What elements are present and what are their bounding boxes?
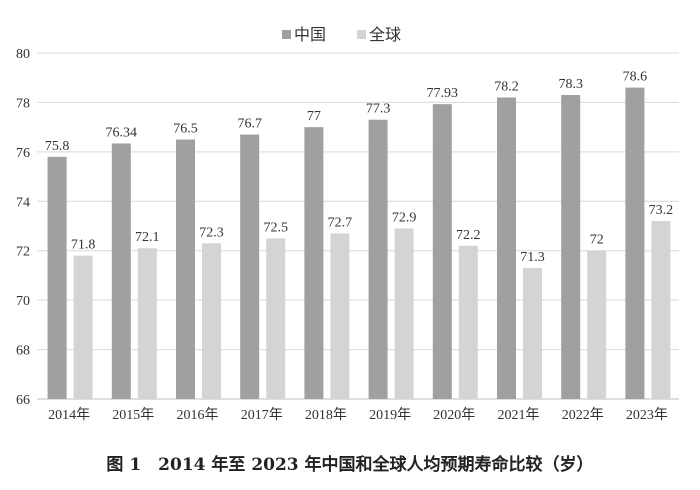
- y-tick-label: 72: [16, 245, 30, 260]
- bar-global: [266, 238, 286, 399]
- y-tick-label: 70: [16, 294, 30, 309]
- legend-swatch: [357, 30, 366, 39]
- legend-swatch: [282, 30, 291, 39]
- data-label: 72.5: [263, 220, 288, 235]
- bar-global: [394, 228, 414, 399]
- bar-china: [240, 134, 260, 400]
- x-tick-label: 2020年: [433, 407, 475, 423]
- data-label: 76.7: [237, 117, 262, 132]
- y-tick-label: 66: [16, 393, 30, 408]
- bar-china: [47, 156, 67, 399]
- x-tick-label: 2023年: [626, 407, 668, 423]
- bar-china: [625, 87, 645, 399]
- bar-global: [137, 248, 157, 399]
- bar-china: [368, 119, 388, 399]
- legend-label: 中国: [294, 25, 326, 44]
- x-tick-label: 2015年: [112, 407, 154, 423]
- bar-china: [432, 104, 452, 399]
- data-label: 72.1: [135, 230, 160, 245]
- data-label: 72.9: [392, 210, 417, 225]
- data-label: 78.2: [494, 79, 519, 94]
- data-label: 77.3: [366, 102, 391, 117]
- bar-global: [587, 250, 607, 399]
- data-label: 78.6: [623, 70, 648, 85]
- data-label: 72.3: [199, 225, 224, 240]
- bar-global: [202, 243, 221, 399]
- bar-china: [111, 143, 131, 399]
- data-label: 77: [307, 109, 321, 124]
- data-label: 78.3: [558, 77, 583, 92]
- data-label: 76.34: [106, 125, 138, 140]
- bar-global: [458, 245, 478, 399]
- data-label: 72.7: [328, 215, 353, 230]
- bar-global: [330, 233, 350, 399]
- figure-caption: 图 1 2014 年至 2023 年中国和全球人均预期寿命比较（岁）: [106, 455, 594, 475]
- data-label: 76.5: [173, 122, 198, 137]
- data-label: 75.8: [45, 139, 70, 154]
- bar-china: [304, 127, 324, 400]
- bar-global: [651, 221, 671, 399]
- data-label: 72.2: [456, 228, 481, 243]
- bar-china: [497, 97, 516, 399]
- y-tick-label: 76: [16, 146, 30, 161]
- x-tick-label: 2022年: [562, 407, 604, 423]
- bar-global: [73, 255, 93, 399]
- x-tick-label: 2018年: [305, 407, 347, 423]
- data-label: 73.2: [649, 203, 674, 218]
- bar-china: [176, 139, 195, 399]
- bar-chart: 66 68 70 72 74 76 78 80 2014年 75.8 71.8 2015年 76.34 7…: [16, 25, 679, 423]
- bar-global: [523, 268, 542, 399]
- x-tick-label: 2019年: [369, 407, 411, 423]
- x-tick-label: 2014年: [48, 407, 90, 423]
- x-tick-label: 2017年: [241, 407, 283, 423]
- bar-china: [561, 95, 581, 399]
- data-label: 71.8: [71, 238, 96, 253]
- data-label: 77.93: [427, 86, 459, 101]
- y-tick-label: 80: [16, 47, 30, 62]
- x-tick-label: 2016年: [177, 407, 219, 423]
- legend-label: 全球: [369, 25, 401, 44]
- y-tick-label: 78: [16, 96, 30, 111]
- y-tick-label: 74: [16, 195, 30, 210]
- x-tick-label: 2021年: [498, 407, 540, 423]
- y-tick-label: 68: [16, 344, 30, 359]
- data-label: 72: [590, 233, 604, 248]
- data-label: 71.3: [520, 250, 545, 265]
